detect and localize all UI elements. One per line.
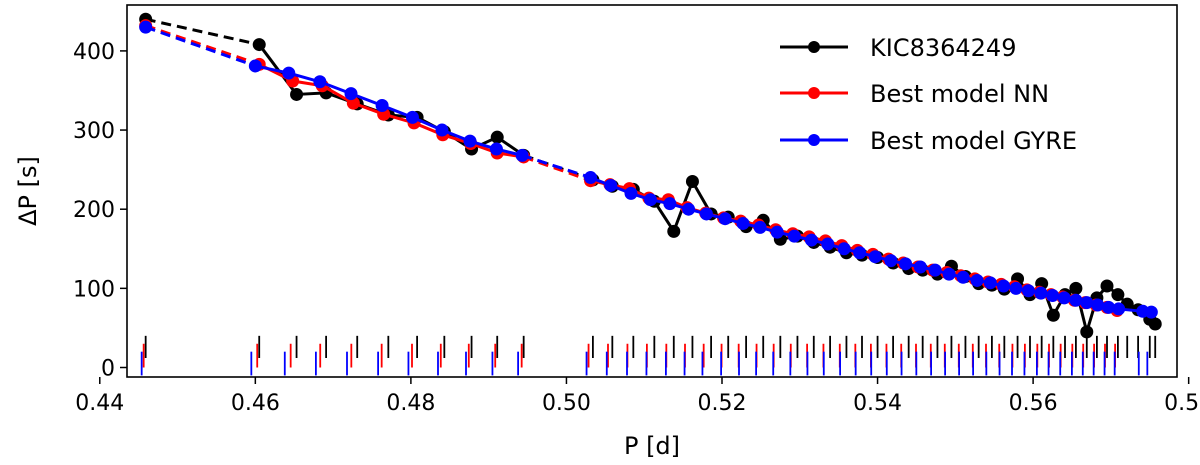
data-point bbox=[1069, 281, 1083, 295]
x-tick-label: 0.56 bbox=[1009, 391, 1058, 416]
data-point bbox=[997, 279, 1011, 293]
data-point bbox=[290, 87, 304, 101]
series-segment bbox=[521, 153, 592, 179]
x-tick-label: 0.48 bbox=[386, 391, 435, 416]
data-point bbox=[604, 178, 618, 192]
x-tick-label: 0.44 bbox=[75, 391, 124, 416]
data-point bbox=[1148, 317, 1162, 331]
rug-best-model-gyre bbox=[140, 351, 1149, 376]
data-point bbox=[804, 233, 818, 247]
y-tick-label: 0 bbox=[101, 357, 115, 382]
plot-frame bbox=[126, 4, 1178, 378]
x-tick-label: 0.46 bbox=[231, 391, 280, 416]
data-point bbox=[435, 123, 449, 137]
data-point bbox=[884, 254, 898, 268]
rug-best-model-nn bbox=[142, 343, 1117, 368]
series-segment bbox=[145, 17, 260, 47]
data-point bbox=[1021, 284, 1035, 298]
legend-label-best-model-nn: Best model NN bbox=[870, 80, 1049, 108]
data-point bbox=[928, 263, 942, 277]
data-point bbox=[685, 175, 699, 189]
data-point bbox=[718, 212, 732, 226]
y-axis-label: ΔP [s] bbox=[14, 156, 42, 226]
data-point bbox=[970, 273, 984, 287]
data-point bbox=[899, 257, 913, 271]
data-point bbox=[1069, 293, 1083, 307]
data-point bbox=[1111, 288, 1125, 302]
data-point bbox=[1144, 305, 1158, 319]
legend-item-best-model-gyre: Best model GYRE bbox=[780, 127, 1077, 155]
data-point bbox=[1046, 288, 1060, 302]
x-axis-label: P [d] bbox=[624, 432, 680, 460]
legend-label-kic8364249: KIC8364249 bbox=[870, 34, 1016, 62]
series-layer bbox=[139, 12, 1162, 339]
data-point bbox=[248, 59, 262, 73]
data-point bbox=[837, 242, 851, 256]
y-tick-label: 200 bbox=[73, 198, 115, 223]
data-point bbox=[139, 20, 153, 34]
data-point bbox=[956, 270, 970, 284]
data-point bbox=[1046, 308, 1060, 322]
data-point bbox=[282, 66, 296, 80]
data-point bbox=[375, 99, 389, 113]
data-point bbox=[942, 267, 956, 281]
data-point bbox=[405, 110, 419, 124]
data-point bbox=[490, 130, 504, 144]
legend: KIC8364249 Best model NN Best model GYRE bbox=[780, 34, 1077, 155]
data-point bbox=[753, 220, 767, 234]
series-best-model-gyre bbox=[139, 20, 1158, 319]
data-point bbox=[1080, 296, 1094, 310]
data-point bbox=[682, 202, 696, 216]
x-tick-label: 0.52 bbox=[698, 391, 747, 416]
x-tick-label: 0.50 bbox=[542, 391, 591, 416]
data-point bbox=[770, 225, 784, 239]
data-point bbox=[252, 38, 266, 52]
data-point bbox=[1080, 325, 1094, 339]
data-point bbox=[868, 250, 882, 264]
legend-marker-kic8364249 bbox=[808, 41, 820, 53]
data-point bbox=[913, 260, 927, 274]
data-point bbox=[821, 237, 835, 251]
data-point bbox=[1100, 279, 1114, 293]
data-point bbox=[643, 193, 657, 207]
data-point bbox=[1034, 286, 1048, 300]
series-segment bbox=[145, 25, 256, 68]
rug-kic8364249 bbox=[144, 335, 1157, 359]
data-point bbox=[667, 224, 681, 238]
series-best-model-nn bbox=[139, 19, 1124, 318]
data-point bbox=[787, 229, 801, 243]
data-point bbox=[584, 171, 598, 185]
legend-marker-best-model-nn bbox=[808, 87, 820, 99]
data-point bbox=[663, 197, 677, 211]
x-tick-label: 0.54 bbox=[853, 391, 902, 416]
data-point bbox=[1112, 302, 1126, 316]
data-point bbox=[1091, 298, 1105, 312]
series-segment bbox=[145, 24, 260, 66]
data-point bbox=[624, 186, 638, 200]
legend-item-kic8364249: KIC8364249 bbox=[780, 34, 1016, 62]
data-point bbox=[344, 87, 358, 101]
x-tick-label: 0.58 bbox=[1164, 391, 1200, 416]
data-point bbox=[313, 75, 327, 89]
legend-label-best-model-gyre: Best model GYRE bbox=[870, 127, 1077, 155]
data-point bbox=[1102, 300, 1116, 314]
data-point bbox=[853, 246, 867, 260]
series-segment bbox=[523, 155, 592, 183]
period-rug-markers bbox=[140, 335, 1157, 376]
y-tick-label: 300 bbox=[73, 119, 115, 144]
y-tick-label: 100 bbox=[73, 277, 115, 302]
y-tick-label: 400 bbox=[73, 40, 115, 65]
data-point bbox=[699, 207, 713, 221]
data-point bbox=[736, 216, 750, 230]
data-point bbox=[1057, 291, 1071, 305]
data-point bbox=[463, 134, 477, 148]
data-point bbox=[515, 148, 529, 162]
data-point bbox=[983, 276, 997, 290]
legend-item-best-model-nn: Best model NN bbox=[780, 80, 1049, 108]
data-point bbox=[1009, 281, 1023, 295]
data-point bbox=[489, 142, 503, 156]
legend-marker-best-model-gyre bbox=[808, 134, 820, 146]
axis-ticks: 0.44 0.46 0.48 0.50 0.52 0.54 0.56 0.58 0 100 200 3… bbox=[73, 40, 1200, 416]
